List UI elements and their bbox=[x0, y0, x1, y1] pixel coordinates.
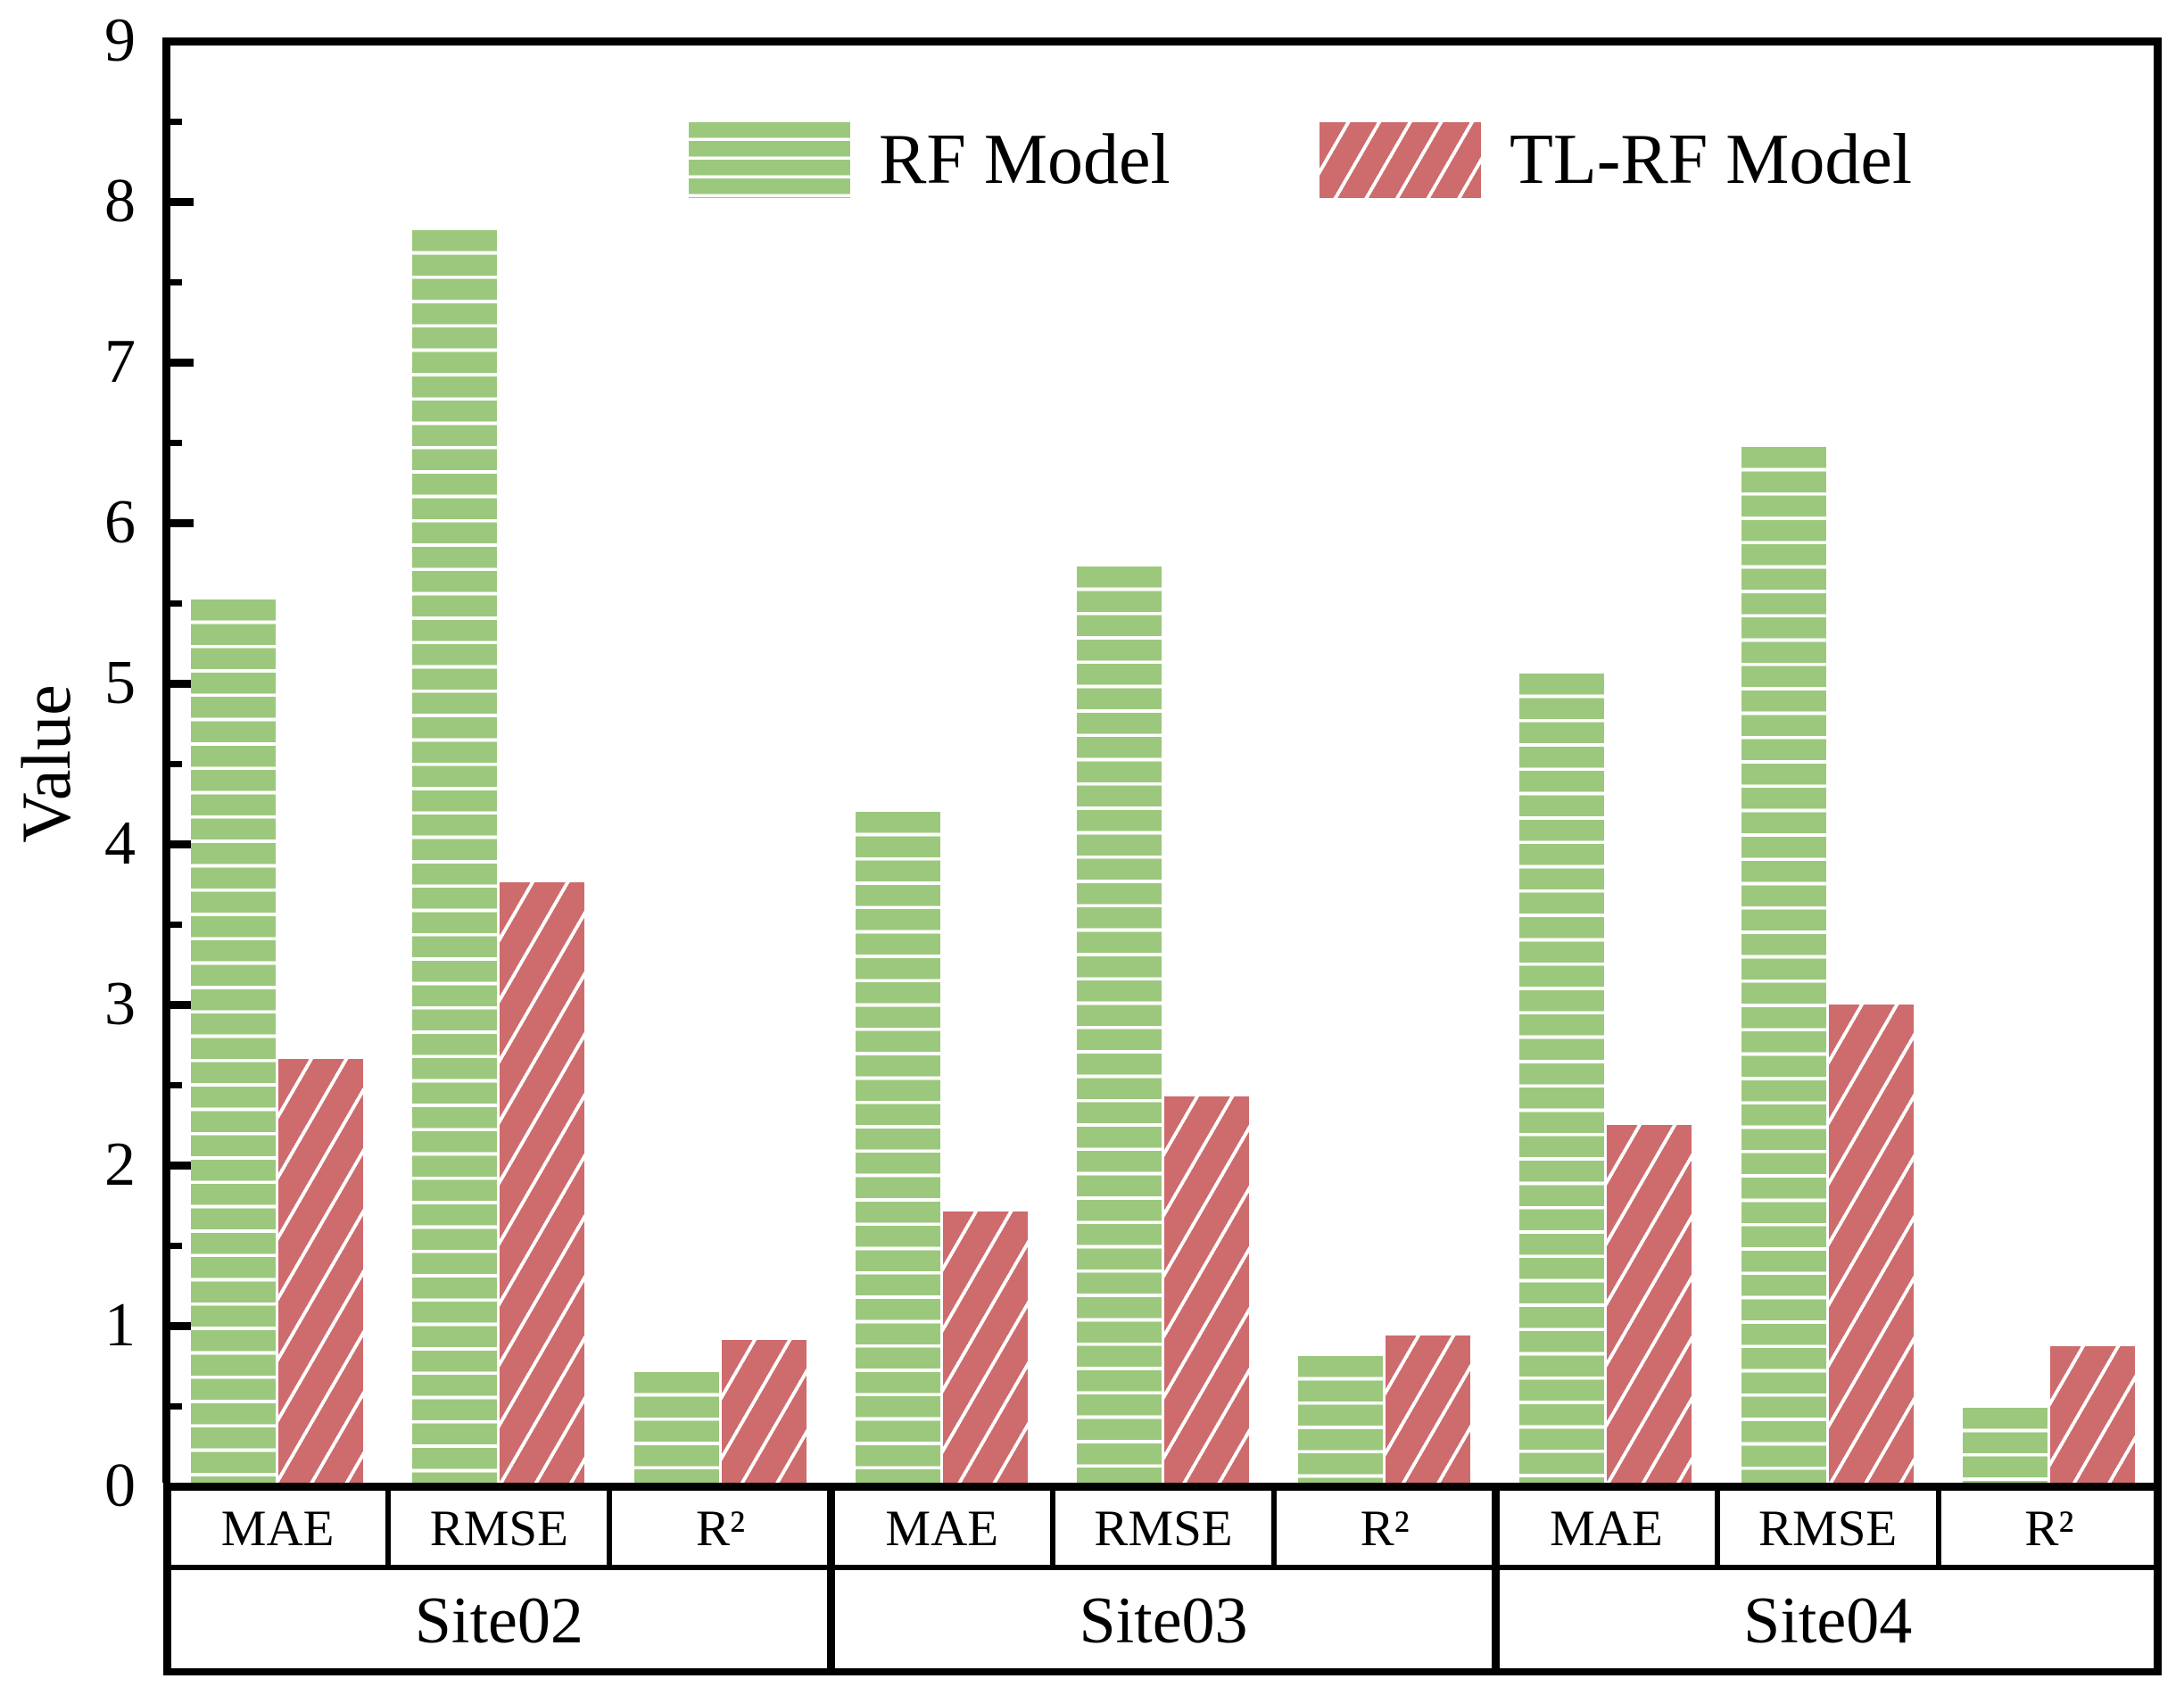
y-major-tick-8 bbox=[170, 197, 194, 206]
group-divider bbox=[1491, 1491, 1500, 1675]
y-major-tick-5 bbox=[170, 679, 194, 688]
y-major-tick-1 bbox=[170, 1321, 194, 1330]
y-minor-tick-8.5 bbox=[170, 118, 182, 125]
y-major-tick-2 bbox=[170, 1161, 194, 1170]
y-major-tick-4 bbox=[170, 839, 194, 848]
cell-divider bbox=[1714, 1491, 1720, 1570]
bar-rf-site02-mae bbox=[191, 600, 277, 1484]
legend-label-tl-rf-model: TL-RF Model bbox=[1510, 120, 1913, 199]
bar-tl-rf-site04-mae bbox=[1607, 1125, 1692, 1484]
x-tick-metric-site04-r-: R² bbox=[2024, 1501, 2074, 1557]
bar-rf-site03-rmse bbox=[1077, 566, 1162, 1484]
y-tick-label-8: 8 bbox=[104, 167, 136, 236]
table-bottom-border bbox=[163, 1668, 2162, 1675]
plot-frame bbox=[162, 37, 2162, 1483]
y-major-tick-3 bbox=[170, 1000, 194, 1009]
group-divider bbox=[827, 1491, 836, 1675]
y-minor-tick-5.5 bbox=[170, 600, 182, 607]
x-tick-metric-site03-r-: R² bbox=[1360, 1501, 1410, 1557]
bar-rf-site03-r- bbox=[1298, 1356, 1384, 1484]
y-tick-label-6: 6 bbox=[104, 488, 136, 557]
bar-rf-site04-mae bbox=[1519, 674, 1605, 1484]
x-group-label-site03: Site03 bbox=[1079, 1584, 1248, 1658]
y-tick-label-1: 1 bbox=[104, 1291, 136, 1360]
table-right-border bbox=[2154, 1483, 2162, 1675]
cell-divider bbox=[1271, 1491, 1278, 1570]
y-minor-tick-0.5 bbox=[170, 1402, 182, 1410]
cell-divider bbox=[607, 1491, 613, 1570]
y-minor-tick-6.5 bbox=[170, 439, 182, 446]
x-tick-metric-site04-rmse: RMSE bbox=[1758, 1501, 1898, 1557]
bar-tl-rf-site04-rmse bbox=[1828, 1005, 1914, 1484]
y-tick-label-3: 3 bbox=[104, 970, 136, 1038]
y-tick-label-9: 9 bbox=[104, 6, 136, 75]
legend-label-rf-model: RF Model bbox=[879, 120, 1171, 199]
y-tick-label-4: 4 bbox=[104, 809, 136, 878]
bar-rf-site02-r- bbox=[633, 1372, 719, 1484]
y-major-tick-6 bbox=[170, 518, 194, 527]
x-group-label-site02: Site02 bbox=[414, 1584, 583, 1658]
bar-tl-rf-site02-mae bbox=[278, 1059, 364, 1484]
bar-tl-rf-site04-r- bbox=[2049, 1346, 2135, 1484]
bar-rf-site03-mae bbox=[855, 812, 940, 1484]
x-tick-metric-site03-mae: MAE bbox=[885, 1501, 999, 1557]
y-tick-label-2: 2 bbox=[104, 1130, 136, 1199]
x-tick-metric-site02-mae: MAE bbox=[220, 1501, 335, 1557]
x-tick-metric-site03-rmse: RMSE bbox=[1094, 1501, 1233, 1557]
y-tick-label-5: 5 bbox=[104, 649, 136, 717]
tl-rf-model-swatch-icon bbox=[1320, 122, 1481, 198]
bar-tl-rf-site02-r- bbox=[721, 1340, 807, 1484]
y-minor-tick-1.5 bbox=[170, 1242, 182, 1249]
cell-divider bbox=[1935, 1491, 1941, 1570]
table-left-border bbox=[163, 1483, 171, 1675]
bar-tl-rf-site02-rmse bbox=[500, 882, 585, 1484]
y-major-tick-7 bbox=[170, 358, 194, 367]
x-tick-metric-site02-rmse: RMSE bbox=[429, 1501, 568, 1557]
x-tick-metric-site02-r-: R² bbox=[695, 1501, 746, 1557]
y-minor-tick-3.5 bbox=[170, 921, 182, 928]
bar-tl-rf-site03-mae bbox=[942, 1211, 1028, 1484]
y-minor-tick-7.5 bbox=[170, 278, 182, 285]
cell-divider bbox=[385, 1491, 392, 1570]
bar-tl-rf-site03-r- bbox=[1386, 1335, 1471, 1484]
x-axis-table: MAE RMSE R² MAE RMSE R² MAE RMSE R² Site02 Site03 S… bbox=[163, 1483, 2162, 1675]
bar-tl-rf-site03-rmse bbox=[1164, 1096, 1249, 1484]
y-tick-label-7: 7 bbox=[104, 327, 136, 396]
cell-divider bbox=[1049, 1491, 1055, 1570]
y-minor-tick-2.5 bbox=[170, 1081, 182, 1088]
table-row-divider bbox=[163, 1565, 2162, 1570]
y-tick-label-0: 0 bbox=[104, 1451, 136, 1520]
x-axis-baseline bbox=[163, 1483, 2162, 1491]
rf-model-swatch-icon bbox=[689, 122, 850, 198]
y-major-tick-9 bbox=[170, 37, 194, 45]
bar-rf-site04-rmse bbox=[1741, 447, 1826, 1484]
legend-item-tl-rf-model: TL-RF Model bbox=[1320, 122, 1912, 198]
bar-rf-site04-r- bbox=[1962, 1407, 2048, 1484]
x-group-label-site04: Site04 bbox=[1743, 1584, 1913, 1658]
bar-rf-site02-rmse bbox=[412, 230, 498, 1484]
y-minor-tick-4.5 bbox=[170, 760, 182, 767]
x-tick-metric-site04-mae: MAE bbox=[1550, 1501, 1663, 1557]
legend-item-rf-model: RF Model bbox=[689, 122, 1171, 198]
